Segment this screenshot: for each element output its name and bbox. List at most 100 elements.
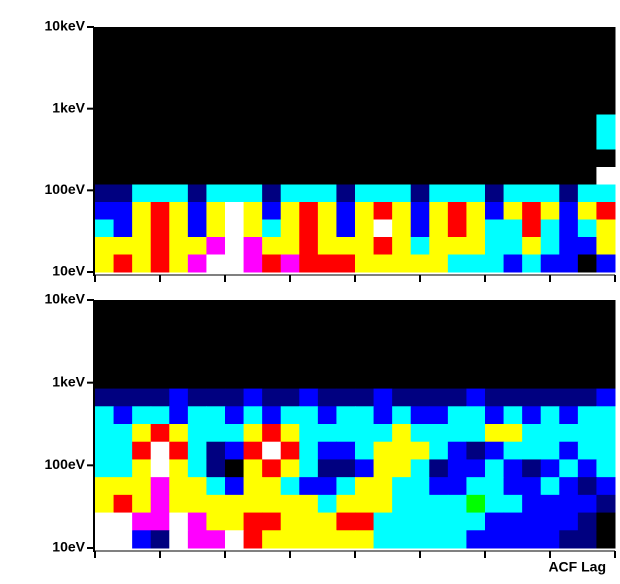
heatmap-cell xyxy=(466,494,486,514)
heatmap-cell xyxy=(392,406,412,425)
heatmap-cell xyxy=(410,237,430,255)
heatmap-cell xyxy=(485,79,505,98)
heatmap-cell xyxy=(280,459,300,478)
heatmap-cell xyxy=(280,114,300,133)
heatmap-cell xyxy=(225,300,245,319)
heatmap-cell xyxy=(95,388,115,407)
heatmap-cell xyxy=(132,27,152,45)
heatmap-cell xyxy=(559,44,579,63)
heatmap-cell xyxy=(596,530,616,549)
y-tick-label: 100eV xyxy=(45,456,86,472)
heatmap-cell xyxy=(503,149,523,168)
heatmap-cell xyxy=(317,202,337,220)
heatmap-cell xyxy=(522,44,542,63)
heatmap-cell xyxy=(596,300,616,319)
heatmap-cell xyxy=(577,317,597,336)
heatmap-cell xyxy=(187,335,207,354)
heatmap-cell xyxy=(392,494,412,514)
heatmap-cell xyxy=(429,477,449,496)
heatmap-cell xyxy=(373,494,393,514)
heatmap-cell xyxy=(243,202,263,220)
heatmap-cell xyxy=(392,335,412,354)
heatmap-cell xyxy=(373,370,393,390)
heatmap-cell xyxy=(540,167,560,185)
heatmap-cell xyxy=(317,62,337,80)
heatmap-cell xyxy=(429,388,449,407)
heatmap-cell xyxy=(373,459,393,478)
heatmap-cell xyxy=(429,459,449,478)
heatmap-cell xyxy=(559,353,579,372)
heatmap-cell xyxy=(225,237,245,255)
heatmap-cell xyxy=(132,62,152,80)
heatmap-cell xyxy=(317,79,337,98)
heatmap-cell xyxy=(522,132,542,150)
heatmap-cell xyxy=(225,149,245,168)
heatmap-cell xyxy=(373,167,393,185)
heatmap-cell xyxy=(150,424,170,443)
heatmap-cell xyxy=(169,530,189,549)
heatmap-cell xyxy=(540,459,560,478)
heatmap-cell xyxy=(225,512,245,531)
heatmap-cell xyxy=(466,132,486,150)
heatmap-cell xyxy=(559,370,579,390)
heatmap-cell xyxy=(206,477,226,496)
heatmap-cell xyxy=(95,219,115,238)
heatmap-cell xyxy=(169,459,189,478)
heatmap-cell xyxy=(169,62,189,80)
heatmap-cell xyxy=(540,388,560,407)
heatmap-cell xyxy=(485,62,505,80)
heatmap-cell xyxy=(299,353,319,372)
heatmap-cell xyxy=(113,27,133,45)
heatmap-cell xyxy=(577,406,597,425)
heatmap-cell xyxy=(355,494,375,514)
heatmap-cell xyxy=(577,254,597,273)
heatmap-cell xyxy=(336,459,356,478)
heatmap-cell xyxy=(410,335,430,354)
heatmap-cell xyxy=(187,149,207,168)
y-tick-label: 100eV xyxy=(45,181,86,197)
heatmap-cell xyxy=(262,512,282,531)
heatmap-cell xyxy=(577,424,597,443)
heatmap-cell xyxy=(503,132,523,150)
heatmap-cell xyxy=(447,441,467,460)
heatmap-cell xyxy=(447,424,467,443)
heatmap-cell xyxy=(187,494,207,514)
heatmap-cell xyxy=(187,300,207,319)
heatmap-cell xyxy=(280,202,300,220)
heatmap-cell xyxy=(262,62,282,80)
heatmap-cell xyxy=(113,44,133,63)
heatmap-cell xyxy=(150,459,170,478)
heatmap-cell xyxy=(373,300,393,319)
heatmap-cell xyxy=(355,62,375,80)
heatmap-cell xyxy=(559,237,579,255)
heatmap-cell xyxy=(262,132,282,150)
heatmap-cell xyxy=(280,406,300,425)
heatmap-cell xyxy=(299,97,319,115)
heatmap-cell xyxy=(299,254,319,273)
heatmap-cell xyxy=(485,149,505,168)
heatmap-cell xyxy=(447,370,467,390)
heatmap-cell xyxy=(503,44,523,63)
heatmap-cell xyxy=(113,202,133,220)
heatmap-cell xyxy=(429,530,449,549)
heatmap-cell xyxy=(299,424,319,443)
heatmap-cell xyxy=(317,494,337,514)
heatmap-cell xyxy=(150,202,170,220)
heatmap-cell xyxy=(447,406,467,425)
heatmap-cell xyxy=(95,184,115,203)
heatmap-cell xyxy=(299,406,319,425)
heatmap-cell xyxy=(243,132,263,150)
heatmap-cell xyxy=(466,424,486,443)
heatmap-cell xyxy=(280,149,300,168)
heatmap-cell xyxy=(150,97,170,115)
heatmap-cell xyxy=(540,424,560,443)
heatmap-cell xyxy=(336,114,356,133)
heatmap-cell xyxy=(410,167,430,185)
heatmap-cell xyxy=(113,97,133,115)
heatmap-cell xyxy=(429,79,449,98)
heatmap-cell xyxy=(95,441,115,460)
heatmap-cell xyxy=(150,530,170,549)
heatmap-cell xyxy=(559,512,579,531)
heatmap-cell xyxy=(540,132,560,150)
heatmap-cell xyxy=(262,219,282,238)
